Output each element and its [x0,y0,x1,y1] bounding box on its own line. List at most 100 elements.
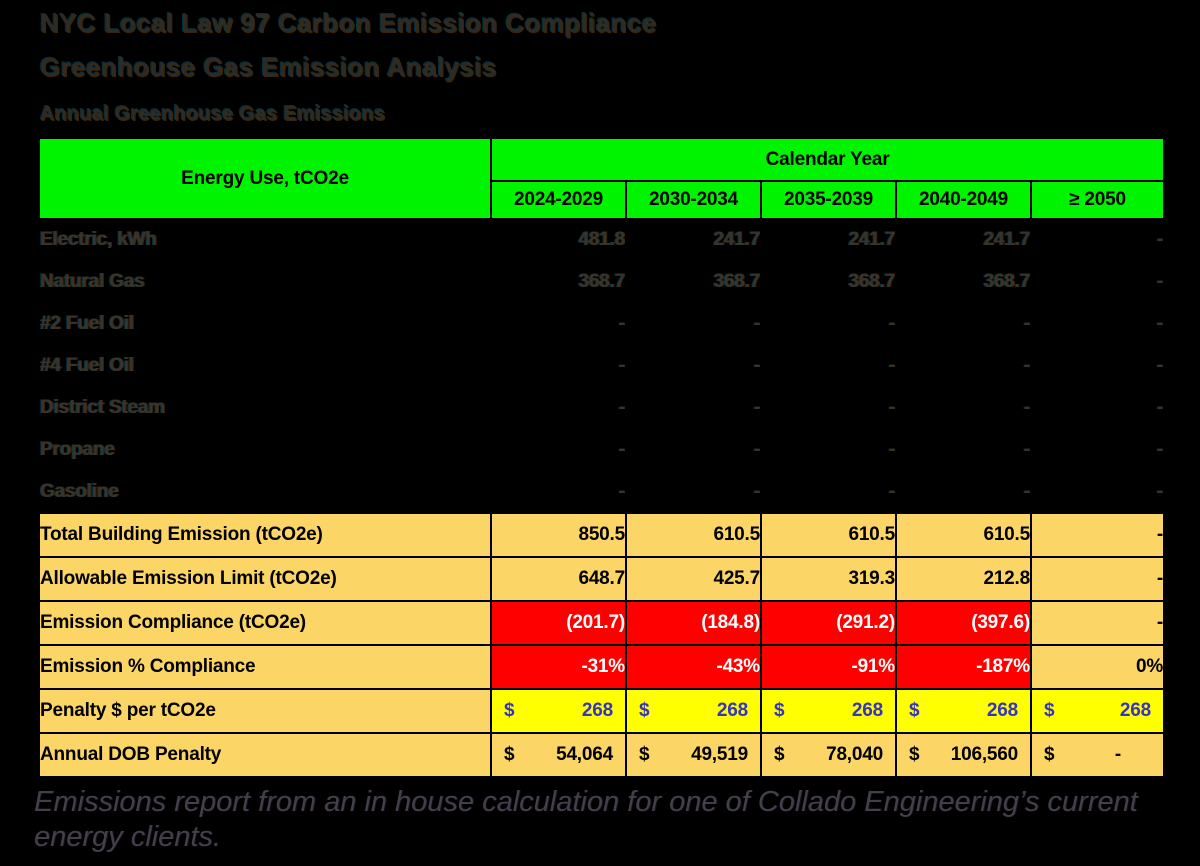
fuel-value: - [490,344,627,388]
fuel-value: - [1029,218,1166,262]
summary-row-emission-compliance: Emission Compliance (tCO2e) (201.7) (184… [38,600,1166,646]
fuel-value: 368.7 [895,260,1032,304]
header-group-row: Energy Use, tCO2e Calendar Year [38,137,1166,220]
fuel-value: - [625,344,762,388]
currency-symbol: $ [639,700,650,721]
summary-row-annual-dob-penalty: Annual DOB Penalty $54,064 $49,519 $78,0… [38,732,1166,778]
penalty-rate-value: $268 [895,688,1032,734]
summary-value: 850.5 [490,512,627,558]
fuel-value: - [895,428,1032,472]
fuel-value: - [895,470,1032,514]
fuel-value: 368.7 [625,260,762,304]
fuel-value: - [490,470,627,514]
fuel-value: - [895,386,1032,430]
fuel-value: - [490,302,627,346]
fuel-value: - [490,386,627,430]
fuel-value: 241.7 [760,218,897,262]
fuel-value: - [895,344,1032,388]
fuel-value: - [625,302,762,346]
fuel-label: #2 Fuel Oil [38,302,492,346]
annual-penalty-value: $106,560 [895,732,1032,778]
summary-value: 610.5 [760,512,897,558]
compliance-deficit-value: (201.7) [490,600,627,646]
header-years-row: 2024-2029 2030-2034 2035-2039 2040-2049 … [39,180,1166,220]
summary-label: Emission Compliance (tCO2e) [38,600,492,646]
fuel-row-propane: Propane - - - - - [38,428,1166,472]
currency-symbol: $ [909,744,920,765]
fuel-value: - [760,386,897,430]
fuel-label: Natural Gas [38,260,492,304]
year-column-header: 2024-2029 [490,180,627,220]
summary-row-penalty-rate: Penalty $ per tCO2e $268 $268 $268 $268 … [38,688,1166,734]
fuel-value: - [895,302,1032,346]
fuel-value: - [625,386,762,430]
currency-symbol: $ [504,744,515,765]
compliance-percent-value: -91% [760,644,897,690]
fuel-value: - [1029,470,1166,514]
fuel-value: - [490,428,627,472]
summary-value: 610.5 [625,512,762,558]
summary-value: 425.7 [625,556,762,602]
summary-value: 319.3 [760,556,897,602]
year-column-header: ≥ 2050 [1029,180,1166,220]
summary-row-percent-compliance: Emission % Compliance -31% -43% -91% -18… [38,644,1166,690]
compliance-percent-value: -43% [625,644,762,690]
currency-symbol: $ [774,700,785,721]
penalty-rate-value: $268 [490,688,627,734]
currency-symbol: $ [1044,700,1055,721]
fuel-label: District Steam [38,386,492,430]
annual-penalty-value: $78,040 [760,732,897,778]
summary-label: Penalty $ per tCO2e [38,688,492,734]
summary-value: 648.7 [490,556,627,602]
compliance-percent-value: -187% [895,644,1032,690]
fuel-value: - [1029,260,1166,304]
page-subtitle: Greenhouse Gas Emission Analysis [40,52,497,82]
summary-value: - [1029,600,1166,646]
fuel-value: 368.7 [490,260,627,304]
fuel-row-electric: Electric, kWh 481.8 241.7 241.7 241.7 - [38,218,1166,262]
figure-caption: Emissions report from an in house calcul… [34,786,1138,854]
currency-symbol: $ [639,744,650,765]
fuel-label: Electric, kWh [38,218,492,262]
compliance-deficit-value: (184.8) [625,600,762,646]
fuel-value: 368.7 [760,260,897,304]
compliance-percent-value: -31% [490,644,627,690]
fuel-label: Gasoline [38,470,492,514]
fuel-row-district-steam: District Steam - - - - - [38,386,1166,430]
compliance-percent-value: 0% [1029,644,1166,690]
year-column-header: 2035-2039 [760,180,897,220]
fuel-value: - [625,428,762,472]
fuel-row-4-fuel-oil: #4 Fuel Oil - - - - - [38,344,1166,388]
compliance-deficit-value: (397.6) [895,600,1032,646]
year-column-header: 2030-2034 [625,180,762,220]
annual-penalty-value: $54,064 [490,732,627,778]
penalty-rate-value: $268 [625,688,762,734]
compliance-deficit-value: (291.2) [760,600,897,646]
summary-value: - [1029,556,1166,602]
summary-label: Annual DOB Penalty [38,732,492,778]
summary-row-allowable-limit: Allowable Emission Limit (tCO2e) 648.7 4… [38,556,1166,602]
fuel-value: - [1029,302,1166,346]
summary-row-total-emission: Total Building Emission (tCO2e) 850.5 61… [38,512,1166,558]
fuel-row-2-fuel-oil: #2 Fuel Oil - - - - - [38,302,1166,346]
calendar-year-header-cell: Calendar Year [489,137,1166,182]
fuel-value: 481.8 [490,218,627,262]
fuel-label: Propane [38,428,492,472]
currency-symbol: $ [774,744,785,765]
fuel-value: - [760,302,897,346]
corner-header-cell: Energy Use, tCO2e [38,137,492,220]
fuel-row-gasoline: Gasoline - - - - - [38,470,1166,514]
emissions-table: Energy Use, tCO2e Calendar Year 2024-202… [38,137,1166,778]
fuel-value: - [625,470,762,514]
fuel-label: #4 Fuel Oil [38,344,492,388]
section-title: Annual Greenhouse Gas Emissions [40,103,386,125]
summary-value: 610.5 [895,512,1032,558]
fuel-value: - [1029,428,1166,472]
fuel-value: 241.7 [625,218,762,262]
fuel-value: - [1029,386,1166,430]
fuel-value: - [760,470,897,514]
year-column-header: 2040-2049 [895,180,1032,220]
fuel-value: - [1029,344,1166,388]
summary-value: - [1029,512,1166,558]
summary-label: Allowable Emission Limit (tCO2e) [38,556,492,602]
